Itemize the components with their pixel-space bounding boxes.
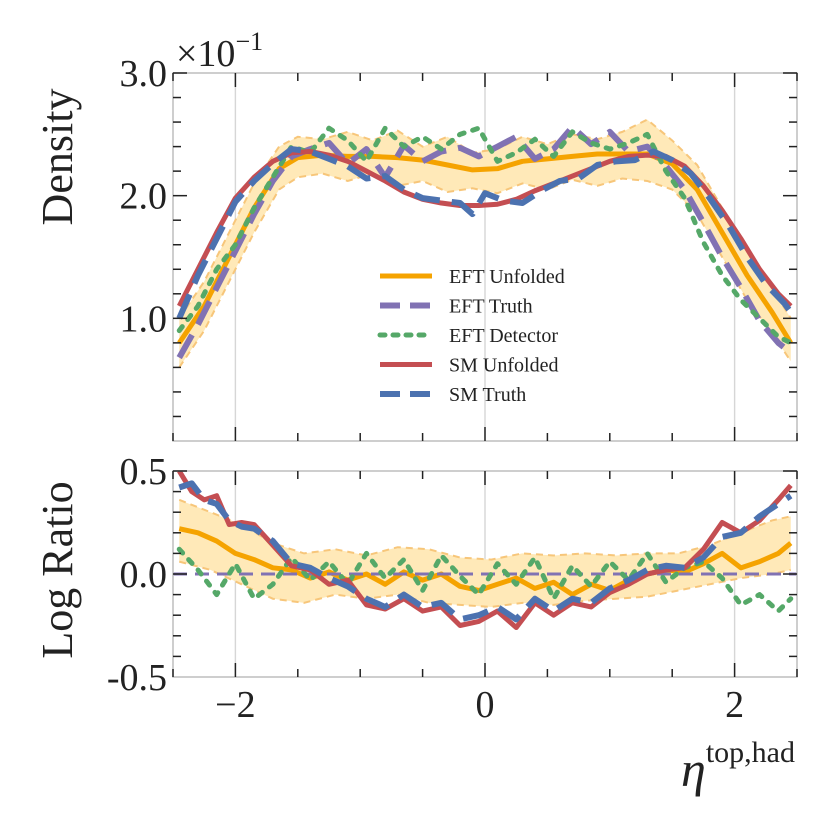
bottom-ytick-label--0.5: -0.5 bbox=[107, 657, 167, 699]
bottom-line-eft-detector bbox=[176, 546, 794, 614]
top-line-eft-unfolded bbox=[177, 151, 793, 345]
legend-label-sm-truth: SM Truth bbox=[449, 384, 526, 406]
top-scale-label: ×10−1 bbox=[176, 27, 263, 75]
top-plot-area bbox=[176, 118, 794, 368]
bottom-ytick-label-0.5: 0.5 bbox=[120, 451, 168, 493]
top-ytick-label-2.0: 2.0 bbox=[120, 176, 168, 218]
scale-exponent: −1 bbox=[235, 27, 263, 56]
bottom-xlabel: ηtop,had bbox=[681, 736, 795, 797]
legend: EFT Unfolded EFT Truth EFT Detector SM Unfo… bbox=[377, 266, 565, 406]
xlabel-eta: η bbox=[681, 741, 706, 797]
top-ticks: 1.0 2.0 3.0 bbox=[120, 53, 798, 441]
bottom-plot-area bbox=[173, 471, 797, 631]
bottom-line-eft-unfolded bbox=[178, 526, 793, 598]
top-ytick-label-3.0: 3.0 bbox=[120, 53, 168, 95]
xtick-label-0: 0 bbox=[476, 684, 495, 726]
bottom-line-sm-truth bbox=[178, 480, 793, 623]
bottom-ticks: 0.5 0.0 -0.5 −2 0 2 bbox=[107, 451, 798, 726]
legend-label-sm-unfolded: SM Unfolded bbox=[449, 355, 558, 377]
density-panel: 1.02.03.0 Density ×10−1 EFT UnfoldedEFT … bbox=[33, 27, 798, 442]
top-line-eft-truth bbox=[176, 123, 793, 360]
legend-label-eft-detector: EFT Detector bbox=[449, 325, 558, 347]
top-line-eft-detector bbox=[176, 125, 794, 346]
top-ytick-label-1.0: 1.0 bbox=[120, 298, 168, 340]
log-ratio-panel: 0.5 0.0 -0.5 −2 0 2 Log Ratio ηtop,had bbox=[33, 451, 798, 797]
top-band-upper-edge bbox=[178, 118, 792, 319]
legend-label-eft-unfolded: EFT Unfolded bbox=[449, 266, 565, 288]
bottom-band-upper-edge bbox=[178, 498, 791, 561]
bottom-ylabel: Log Ratio bbox=[33, 481, 82, 658]
scale-multiplier: ×10 bbox=[176, 33, 235, 75]
bottom-ytick-label-0.0: 0.0 bbox=[120, 554, 168, 596]
bottom-line-sm-unfolded bbox=[177, 471, 793, 631]
xlabel-superscript: top,had bbox=[706, 736, 795, 769]
xtick-label-2: 2 bbox=[725, 684, 744, 726]
bottom-band-lower-edge bbox=[178, 560, 791, 608]
top-line-sm-truth bbox=[176, 146, 794, 320]
xtick-label--2: −2 bbox=[215, 684, 255, 726]
legend-label-eft-truth: EFT Truth bbox=[449, 296, 533, 318]
top-ylabel: Density bbox=[33, 89, 82, 226]
